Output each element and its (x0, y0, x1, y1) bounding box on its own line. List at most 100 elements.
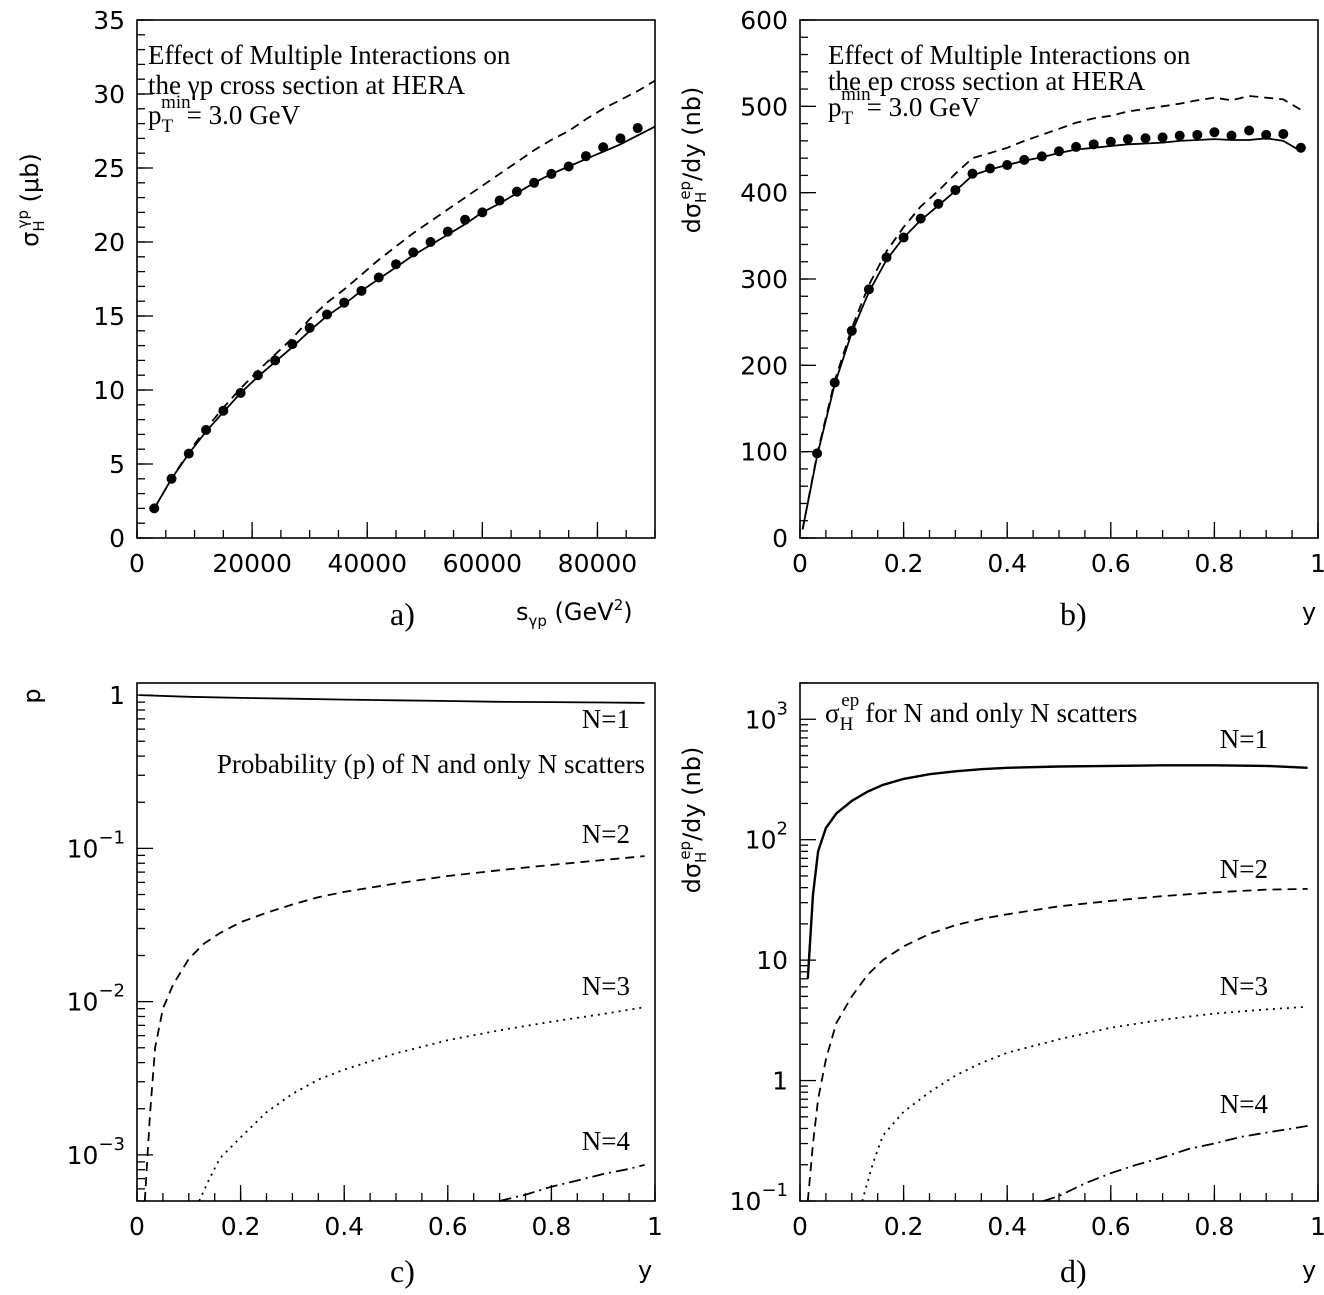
data-point (950, 185, 961, 196)
panel-a-series-points (149, 123, 643, 514)
data-point (218, 405, 229, 416)
y-tick-label: 10 (93, 376, 125, 405)
data-point (985, 163, 996, 174)
data-point (408, 247, 419, 258)
data-point (898, 232, 909, 243)
data-point (1209, 127, 1220, 138)
data-point (1192, 129, 1203, 140)
data-point (339, 297, 350, 308)
panel-a-ticks (136, 19, 656, 539)
y-tick-label: 20 (93, 228, 125, 257)
panel-c-label: c) (390, 1253, 415, 1289)
panel-b-y-axis-title: dσHep/dy (nb) (676, 87, 710, 234)
data-point (511, 186, 522, 197)
data-point (391, 259, 401, 270)
data-point (356, 285, 367, 296)
panel-d-label-n1: N=1 (1220, 724, 1268, 754)
x-tick-label: 0.6 (428, 1212, 468, 1241)
panel-a: 0 20000 40000 60000 80000 0 5 10 15 20 25 30 35 Effe… (14, 6, 656, 632)
y-tick-label: 102 (745, 819, 788, 855)
panel-c-annotation: Probability (p) of N and only N scatters (217, 749, 645, 779)
y-tick-exponent: −1 (98, 827, 125, 848)
x-tick-label: 1 (1310, 1212, 1324, 1241)
y-tick-label: 400 (740, 179, 788, 208)
panel-c-x-axis-title: y (638, 1256, 652, 1284)
data-point (580, 151, 591, 162)
panel-a-annotation-ptmin: pTmin= 3.0 GeV (148, 92, 301, 137)
data-point (1002, 160, 1013, 171)
panel-b: 0 0.2 0.4 0.6 0.8 1 0 100 200 300 400 500 600 Effect… (676, 6, 1324, 632)
data-point (1244, 125, 1255, 136)
panel-b-series-solid (801, 137, 1302, 530)
data-point (1157, 132, 1168, 143)
panel-b-annotation-line-1: Effect of Multiple Interactions on (828, 40, 1191, 70)
data-point (863, 284, 874, 295)
data-point (812, 448, 823, 459)
y-tick-exponent: 2 (777, 819, 788, 840)
panel-c-label-n4: N=4 (582, 1126, 631, 1156)
y-tick-label: 500 (740, 92, 788, 121)
data-point (373, 272, 384, 283)
panel-b-ticks (799, 19, 1319, 539)
data-point (235, 387, 246, 398)
y-tick-label: 30 (93, 80, 125, 109)
data-point (829, 377, 840, 388)
panel-c: 0 0.2 0.4 0.6 0.8 1 1 10−1 10−2 10−3 Probability … (18, 681, 663, 1289)
data-point (563, 161, 574, 172)
data-point (477, 207, 488, 218)
panel-d-annotation: σHep for N and only N scatters (825, 690, 1137, 735)
panel-c-y-axis-title: p (18, 688, 46, 703)
x-tick-label: 0 (129, 1212, 145, 1241)
panel-d-frame (799, 682, 1319, 1202)
x-tick-label: 0 (792, 1212, 808, 1241)
panel-b-series-dashed (801, 95, 1302, 530)
data-point (1278, 128, 1289, 139)
panel-d-y-axis-title: dσHep/dy (nb) (676, 747, 710, 894)
panel-b-annotation-line-2: the ep cross section at HERA (828, 66, 1146, 96)
panel-a-series-dashed (153, 79, 656, 509)
y-tick-label: 0 (772, 524, 788, 553)
y-tick-exponent: −2 (98, 981, 125, 1002)
x-tick-label: 0.8 (1195, 1212, 1235, 1241)
data-point (287, 339, 298, 350)
data-point (546, 168, 557, 179)
data-point (460, 214, 471, 225)
panel-a-label: a) (390, 596, 415, 632)
y-tick-label: 1 (772, 1067, 788, 1096)
x-tick-label: 0.8 (1195, 549, 1235, 578)
data-point (1122, 134, 1133, 145)
panel-c-series (139, 694, 645, 1202)
panel-c-series-N4 (499, 1164, 645, 1202)
x-tick-label: 0 (129, 549, 145, 578)
data-point (915, 213, 926, 224)
data-point (1019, 154, 1030, 165)
x-tick-label: 0.2 (884, 549, 924, 578)
x-tick-label: 0.8 (532, 1212, 572, 1241)
x-tick-label: 0.4 (987, 1212, 1027, 1241)
panel-a-series-solid (153, 125, 656, 509)
y-tick-label: 10 (756, 946, 788, 975)
panel-a-tick-labels: 0 20000 40000 60000 80000 0 5 10 15 20 25 30 35 (93, 6, 637, 578)
data-point (529, 177, 540, 188)
data-point (149, 503, 160, 514)
panel-b-series (801, 95, 1306, 530)
y-tick-exponent: −3 (98, 1134, 125, 1155)
data-point (201, 424, 212, 435)
data-point (321, 309, 332, 320)
panel-d-x-axis-title: y (1302, 1256, 1316, 1284)
panel-d-series-N2 (806, 888, 1308, 1202)
data-point (1174, 130, 1185, 141)
data-point (1105, 136, 1116, 147)
x-tick-label: 40000 (327, 549, 407, 578)
y-tick-label: 100 (740, 438, 788, 467)
data-point (1295, 142, 1306, 153)
y-tick-label: 10−2 (67, 981, 125, 1017)
panel-d-series (806, 764, 1308, 1202)
data-point (1071, 141, 1082, 152)
x-tick-label: 1 (1310, 549, 1324, 578)
data-point (967, 168, 978, 179)
panel-c-label-n1: N=1 (582, 704, 630, 734)
